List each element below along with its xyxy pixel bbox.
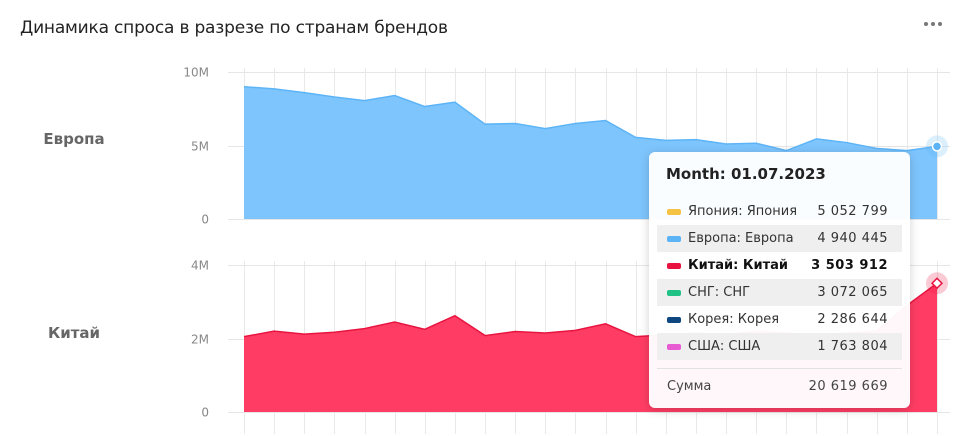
tooltip-row: Япония: Япония 5 052 799 xyxy=(657,198,902,225)
tooltip-row-value: 1 763 804 xyxy=(817,339,888,354)
panel-label: Европа xyxy=(43,130,104,148)
series-swatch xyxy=(667,316,681,323)
tooltip-row-name: Китай: Китай xyxy=(688,258,789,273)
tooltip-row: Европа: Европа 4 940 445 xyxy=(657,225,902,252)
y-tick-label: 5M xyxy=(191,140,209,154)
y-tick-label: 0 xyxy=(201,406,209,420)
y-tick-label: 2M xyxy=(191,333,209,347)
series-swatch xyxy=(667,343,681,350)
chart-title: Динамика спроса в разрезе по странам бре… xyxy=(20,18,448,38)
tooltip-row-name: Европа: Европа xyxy=(688,231,794,246)
tooltip-row-name: Корея: Корея xyxy=(688,312,780,327)
tooltip: Month: 01.07.2023 Япония: Япония 5 052 79… xyxy=(649,152,910,408)
tooltip-row-value: 4 940 445 xyxy=(817,231,888,246)
y-tick-label: 0 xyxy=(201,213,209,227)
tooltip-sum-label: Сумма xyxy=(667,379,712,394)
tooltip-row: Корея: Корея 2 286 644 xyxy=(657,306,902,333)
series-swatch xyxy=(667,235,681,242)
tooltip-row-value: 3 072 065 xyxy=(817,285,888,300)
tooltip-sum: Сумма 20 619 669 xyxy=(667,379,888,394)
tooltip-header: Month: 01.07.2023 xyxy=(666,165,826,183)
tooltip-row-name: США: США xyxy=(688,339,761,354)
tooltip-row-value: 2 286 644 xyxy=(817,312,888,327)
tooltip-row-name: Япония: Япония xyxy=(688,204,798,219)
series-swatch xyxy=(667,208,681,215)
tooltip-row-name: СНГ: СНГ xyxy=(688,285,751,300)
hover-point xyxy=(931,141,943,152)
tooltip-row: США: США 1 763 804 xyxy=(657,333,902,360)
series-line xyxy=(243,85,938,152)
y-tick-label: 4M xyxy=(191,259,209,273)
tooltip-row-value: 3 503 912 xyxy=(811,258,888,273)
hover-point xyxy=(930,277,944,290)
more-menu-icon[interactable] xyxy=(922,14,944,34)
tooltip-divider xyxy=(657,368,902,369)
y-tick-label: 10M xyxy=(183,66,209,80)
tooltip-sum-value: 20 619 669 xyxy=(808,379,888,394)
series-swatch xyxy=(667,289,681,296)
tooltip-rows: Япония: Япония 5 052 799 Европа: Европа 4 9… xyxy=(657,198,902,360)
tooltip-row: СНГ: СНГ 3 072 065 xyxy=(657,279,902,306)
series-swatch xyxy=(667,262,681,269)
tooltip-row: Китай: Китай 3 503 912 xyxy=(657,252,902,279)
tooltip-row-value: 5 052 799 xyxy=(817,204,888,219)
panel-label: Китай xyxy=(48,324,100,342)
